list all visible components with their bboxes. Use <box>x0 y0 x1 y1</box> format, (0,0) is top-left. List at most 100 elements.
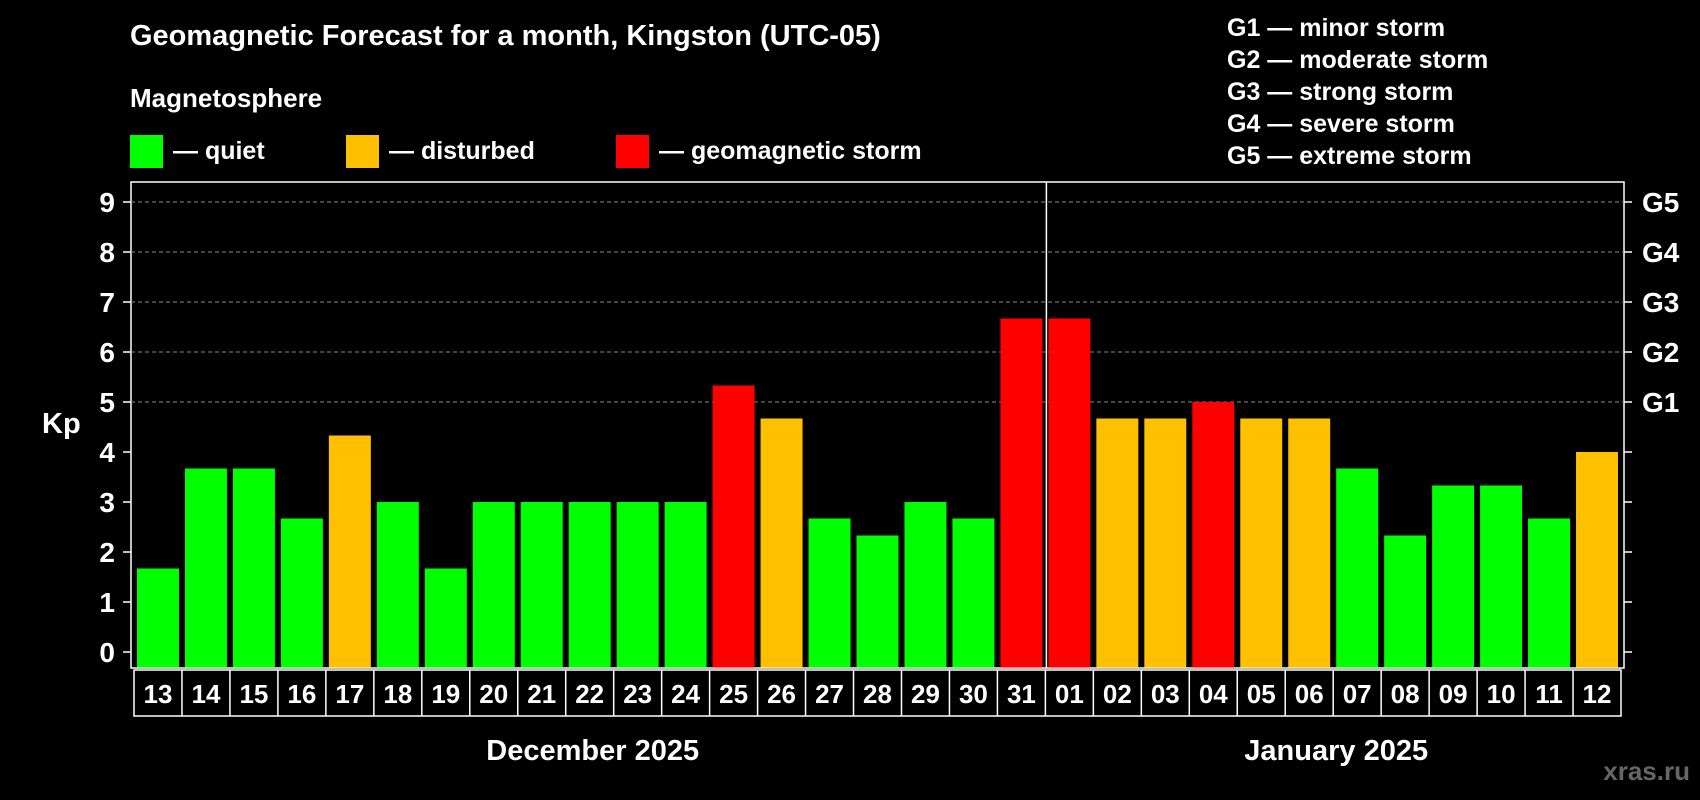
bar-02 <box>1096 418 1139 668</box>
bar-12 <box>1576 452 1618 668</box>
bar-04 <box>1192 402 1235 668</box>
date-label: 06 <box>1295 679 1324 709</box>
plot-frame <box>130 181 1625 669</box>
legend-swatch-disturbed <box>346 134 379 168</box>
y-tick-label: 6 <box>99 337 115 368</box>
date-label: 30 <box>959 679 988 709</box>
date-label: 17 <box>335 679 364 709</box>
bar-09 <box>1432 485 1475 668</box>
bar-18 <box>376 502 419 668</box>
storm-scale-legend: G1 — minor storm G2 — moderate storm G3 … <box>1227 12 1488 172</box>
y-tick-label: 9 <box>99 187 115 218</box>
g-level-label: G5 <box>1642 187 1679 218</box>
bar-08 <box>1384 535 1427 668</box>
bar-06 <box>1288 418 1331 668</box>
date-label: 02 <box>1103 679 1132 709</box>
storm-scale-g4: G4 — severe storm <box>1227 110 1455 138</box>
bar-28 <box>856 535 899 668</box>
date-label: 03 <box>1151 679 1180 709</box>
date-label: 28 <box>863 679 892 709</box>
bar-01 <box>1048 318 1091 668</box>
legend-label-disturbed: — disturbed <box>389 136 535 165</box>
bar-22 <box>568 502 611 668</box>
g-level-label: G2 <box>1642 337 1679 368</box>
g-level-label: G3 <box>1642 287 1679 318</box>
y-tick-label: 2 <box>99 537 115 568</box>
bar-11 <box>1528 518 1571 668</box>
y-tick-label: 4 <box>99 437 115 468</box>
date-label: 18 <box>383 679 412 709</box>
legend-label-quiet: — quiet <box>173 136 265 165</box>
bar-27 <box>808 518 851 668</box>
bar-05 <box>1240 418 1283 668</box>
storm-scale-g1: G1 — minor storm <box>1227 14 1446 42</box>
date-label: 01 <box>1055 679 1084 709</box>
bar-21 <box>520 502 563 668</box>
date-label: 04 <box>1199 679 1228 709</box>
date-label: 09 <box>1439 679 1468 709</box>
bar-07 <box>1336 468 1379 668</box>
bar-29 <box>904 502 947 668</box>
date-label: 24 <box>671 679 700 709</box>
y-tick-label: 3 <box>99 487 115 518</box>
bar-20 <box>472 502 515 668</box>
y-tick-label: 7 <box>99 287 115 318</box>
date-label: 10 <box>1487 679 1516 709</box>
bar-25 <box>712 385 755 668</box>
bar-10 <box>1480 485 1523 668</box>
date-label: 12 <box>1583 679 1612 709</box>
storm-scale-g2: G2 — moderate storm <box>1227 46 1489 74</box>
bar-30 <box>952 518 995 668</box>
date-label: 27 <box>815 679 844 709</box>
storm-scale-g5: G5 — extreme storm <box>1227 142 1472 170</box>
bar-24 <box>664 502 707 668</box>
y-axis-label: Kp <box>42 408 81 440</box>
legend-swatch-storm <box>616 134 649 168</box>
bar-31 <box>1000 318 1043 668</box>
date-label: 07 <box>1343 679 1372 709</box>
date-label: 05 <box>1247 679 1276 709</box>
bar-26 <box>760 418 803 668</box>
y-tick-label: 0 <box>99 637 115 668</box>
date-label: 13 <box>144 679 173 709</box>
date-label: 15 <box>239 679 268 709</box>
legend-swatch-quiet <box>130 134 163 168</box>
date-label: 29 <box>911 679 940 709</box>
legend-disturbed: — disturbed <box>346 134 535 168</box>
legend-label-storm: — geomagnetic storm <box>659 136 922 165</box>
date-label: 20 <box>479 679 508 709</box>
y-tick-label: 5 <box>99 387 115 418</box>
date-label: 21 <box>527 679 556 709</box>
watermark: xras.ru <box>1603 756 1690 786</box>
y-tick-label: 1 <box>99 587 115 618</box>
bar-03 <box>1144 418 1187 668</box>
date-label: 31 <box>1007 679 1036 709</box>
month-label-january: January 2025 <box>1244 735 1429 767</box>
bar-14 <box>184 468 227 668</box>
date-label: 19 <box>431 679 460 709</box>
date-label: 23 <box>623 679 652 709</box>
date-label: 11 <box>1535 679 1563 709</box>
legend-storm: — geomagnetic storm <box>616 134 922 168</box>
date-label: 26 <box>767 679 796 709</box>
bar-19 <box>424 568 467 668</box>
bar-17 <box>328 435 371 668</box>
month-label-december: December 2025 <box>486 735 700 767</box>
bar-23 <box>616 502 659 668</box>
g-level-label: G1 <box>1642 387 1679 418</box>
chart-subtitle: Magnetosphere <box>130 83 323 113</box>
date-label: 22 <box>575 679 604 709</box>
date-label: 16 <box>287 679 316 709</box>
legend-quiet: — quiet <box>130 134 265 168</box>
date-row-frame <box>133 669 1622 717</box>
bar-13 <box>137 568 179 668</box>
bar-16 <box>280 518 323 668</box>
date-label: 08 <box>1391 679 1420 709</box>
chart-title: Geomagnetic Forecast for a month, Kingst… <box>130 20 881 52</box>
date-label: 14 <box>191 679 220 709</box>
date-label: 25 <box>719 679 748 709</box>
storm-scale-g3: G3 — strong storm <box>1227 78 1454 106</box>
y-tick-label: 8 <box>99 237 115 268</box>
g-level-label: G4 <box>1642 237 1680 268</box>
